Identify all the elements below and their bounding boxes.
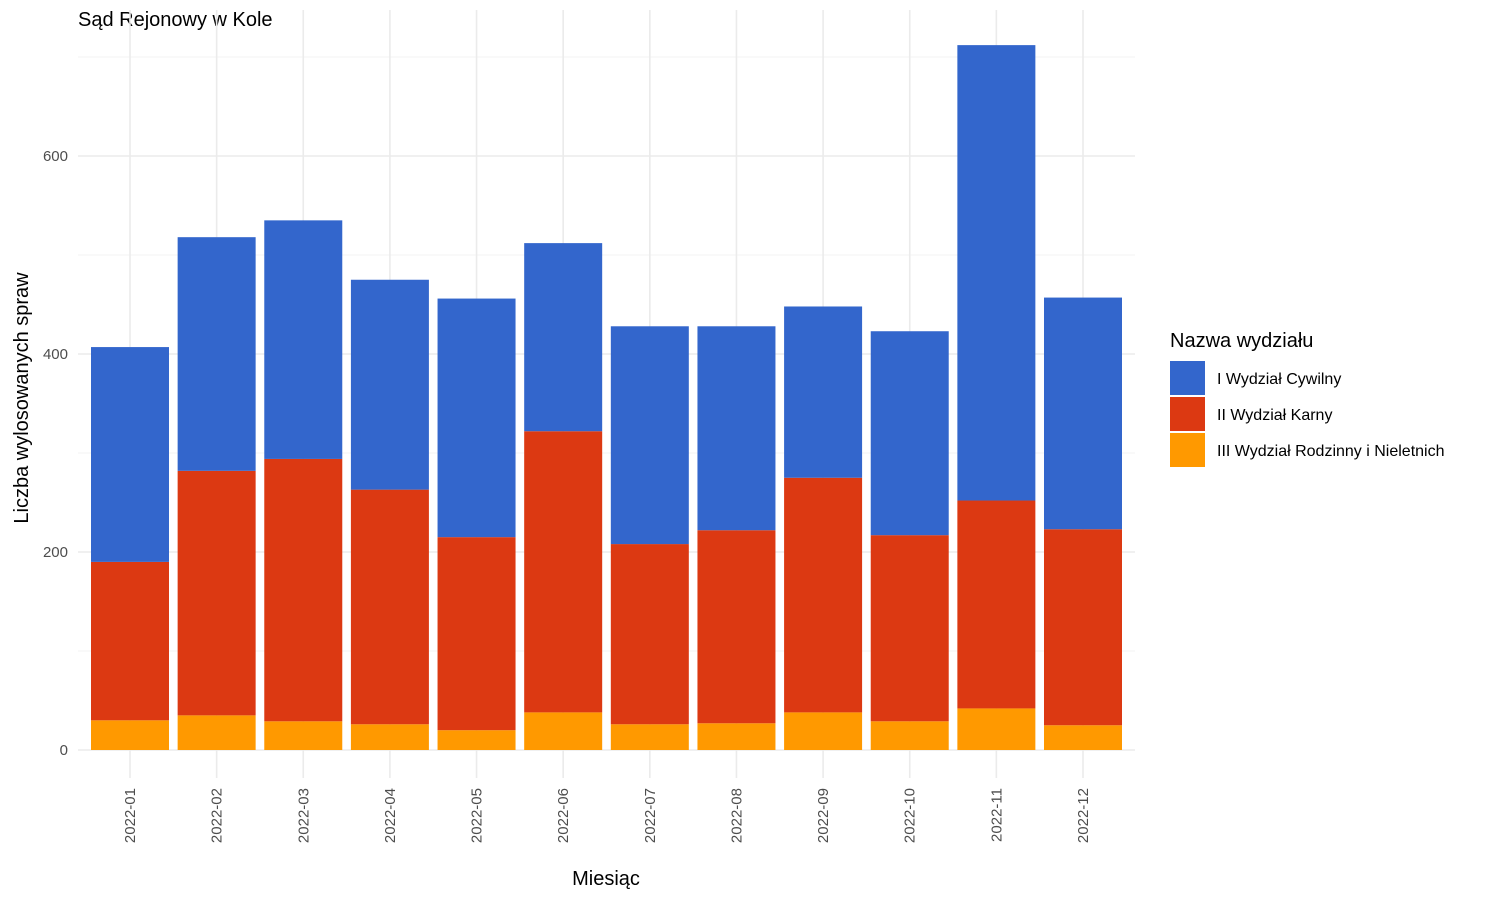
bar-segment: 2022-05 — III Wydział Rodzinny i Nieletn…	[437, 730, 516, 750]
legend-title: Nazwa wydziału	[1170, 330, 1313, 352]
bar-segment: 2022-04 — II Wydział Karny: 237	[350, 489, 429, 725]
x-tick-label: 2022-09	[815, 788, 832, 843]
x-tick-label: 2022-08	[728, 788, 745, 843]
bar-segment: 2022-03 — III Wydział Rodzinny i Nieletn…	[264, 721, 343, 750]
bar-segment: 2022-07 — I Wydział Cywilny: 220	[610, 326, 689, 545]
x-tick-label: 2022-01	[122, 788, 139, 843]
y-axis-ticks: 0 200 400 600	[43, 148, 68, 759]
chart-title: Sąd Rejonowy w Kole	[78, 9, 273, 31]
bar-segment: 2022-02 — III Wydział Rodzinny i Nieletn…	[177, 715, 256, 750]
bar-segment: 2022-10 — III Wydział Rodzinny i Nieletn…	[870, 721, 949, 750]
x-tick-label: 2022-07	[642, 788, 659, 843]
bar-segment: 2022-11 — II Wydział Karny: 210	[957, 500, 1036, 709]
bar-segment: 2022-02 — II Wydział Karny: 247	[177, 470, 256, 716]
bar-segment: 2022-06 — III Wydział Rodzinny i Nieletn…	[524, 712, 603, 750]
x-tick-label: 2022-03	[295, 788, 312, 843]
legend-label: I Wydział Cywilny	[1217, 371, 1341, 388]
bar-segment: 2022-05 — II Wydział Karny: 195	[437, 537, 516, 731]
x-tick-label: 2022-12	[1075, 788, 1092, 843]
x-axis-ticks: 2022-01 2022-02 2022-03 2022-04 2022-05 2022-…	[122, 788, 1092, 843]
y-tick-label: 400	[43, 346, 68, 363]
y-tick-label: 200	[43, 544, 68, 561]
bar-segment: 2022-08 — II Wydział Karny: 195	[697, 530, 776, 724]
bar-segment: 2022-04 — I Wydział Cywilny: 212	[350, 279, 429, 490]
x-tick-label: 2022-10	[902, 788, 919, 843]
y-axis-title: Liczba wylosowanych spraw	[11, 272, 33, 524]
x-axis-title: Miesiąc	[572, 868, 640, 890]
bar-segment: 2022-12 — III Wydział Rodzinny i Nieletn…	[1044, 725, 1122, 750]
bar-segment: 2022-05 — I Wydział Cywilny: 241	[437, 298, 516, 538]
bar-segment: 2022-08 — III Wydział Rodzinny i Nieletn…	[697, 723, 776, 750]
x-tick-label: 2022-05	[469, 788, 486, 843]
legend-swatch	[1170, 361, 1205, 395]
bar-segment: 2022-10 — I Wydział Cywilny: 206	[870, 331, 949, 536]
legend-label: II Wydział Karny	[1217, 407, 1332, 424]
legend-swatch	[1170, 433, 1205, 467]
bar-segment: 2022-08 — I Wydział Cywilny: 206	[697, 326, 776, 531]
bar-segment: 2022-04 — III Wydział Rodzinny i Nieletn…	[350, 724, 429, 750]
bar-segment: 2022-09 — III Wydział Rodzinny i Nieletn…	[784, 712, 863, 750]
y-tick-label: 600	[43, 148, 68, 165]
bar-segment: 2022-06 — I Wydział Cywilny: 190	[524, 243, 603, 432]
x-tick-label: 2022-11	[988, 788, 1005, 842]
bar-segment: 2022-11 — I Wydział Cywilny: 460	[957, 45, 1036, 501]
bar-segment: 2022-06 — II Wydział Karny: 284	[524, 431, 603, 713]
bar-segment: 2022-09 — II Wydział Karny: 237	[784, 477, 863, 713]
bars: 2022-01 — III Wydział Rodzinny i Nieletn…	[91, 45, 1122, 750]
legend-swatch	[1170, 397, 1205, 431]
bar-segment: 2022-01 — I Wydział Cywilny: 217	[91, 347, 169, 562]
bar-segment: 2022-09 — I Wydział Cywilny: 173	[784, 306, 863, 478]
bar-segment: 2022-12 — II Wydział Karny: 198	[1044, 529, 1122, 726]
x-tick-label: 2022-04	[382, 788, 399, 843]
bar-segment: 2022-07 — II Wydział Karny: 182	[610, 544, 689, 725]
x-tick-label: 2022-06	[555, 788, 572, 843]
legend: Nazwa wydziału I Wydział Cywilny II Wydzi…	[1170, 330, 1445, 467]
bar-segment: 2022-11 — III Wydział Rodzinny i Nieletn…	[957, 708, 1036, 750]
bar-segment: 2022-01 — II Wydział Karny: 160	[91, 561, 169, 721]
bar-segment: 2022-10 — II Wydział Karny: 188	[870, 535, 949, 722]
legend-label: III Wydział Rodzinny i Nieletnich	[1217, 443, 1445, 460]
bar-segment: 2022-01 — III Wydział Rodzinny i Nieletn…	[91, 720, 169, 750]
bar-segment: 2022-03 — I Wydział Cywilny: 241	[264, 220, 343, 459]
bar-segment: 2022-07 — III Wydział Rodzinny i Nieletn…	[610, 724, 689, 750]
bar-segment: 2022-12 — I Wydział Cywilny: 234	[1044, 297, 1122, 530]
bar-segment: 2022-02 — I Wydział Cywilny: 236	[177, 237, 256, 471]
bar-segment: 2022-03 — II Wydział Karny: 265	[264, 458, 343, 722]
y-tick-label: 0	[60, 742, 68, 759]
x-tick-label: 2022-02	[209, 788, 226, 843]
